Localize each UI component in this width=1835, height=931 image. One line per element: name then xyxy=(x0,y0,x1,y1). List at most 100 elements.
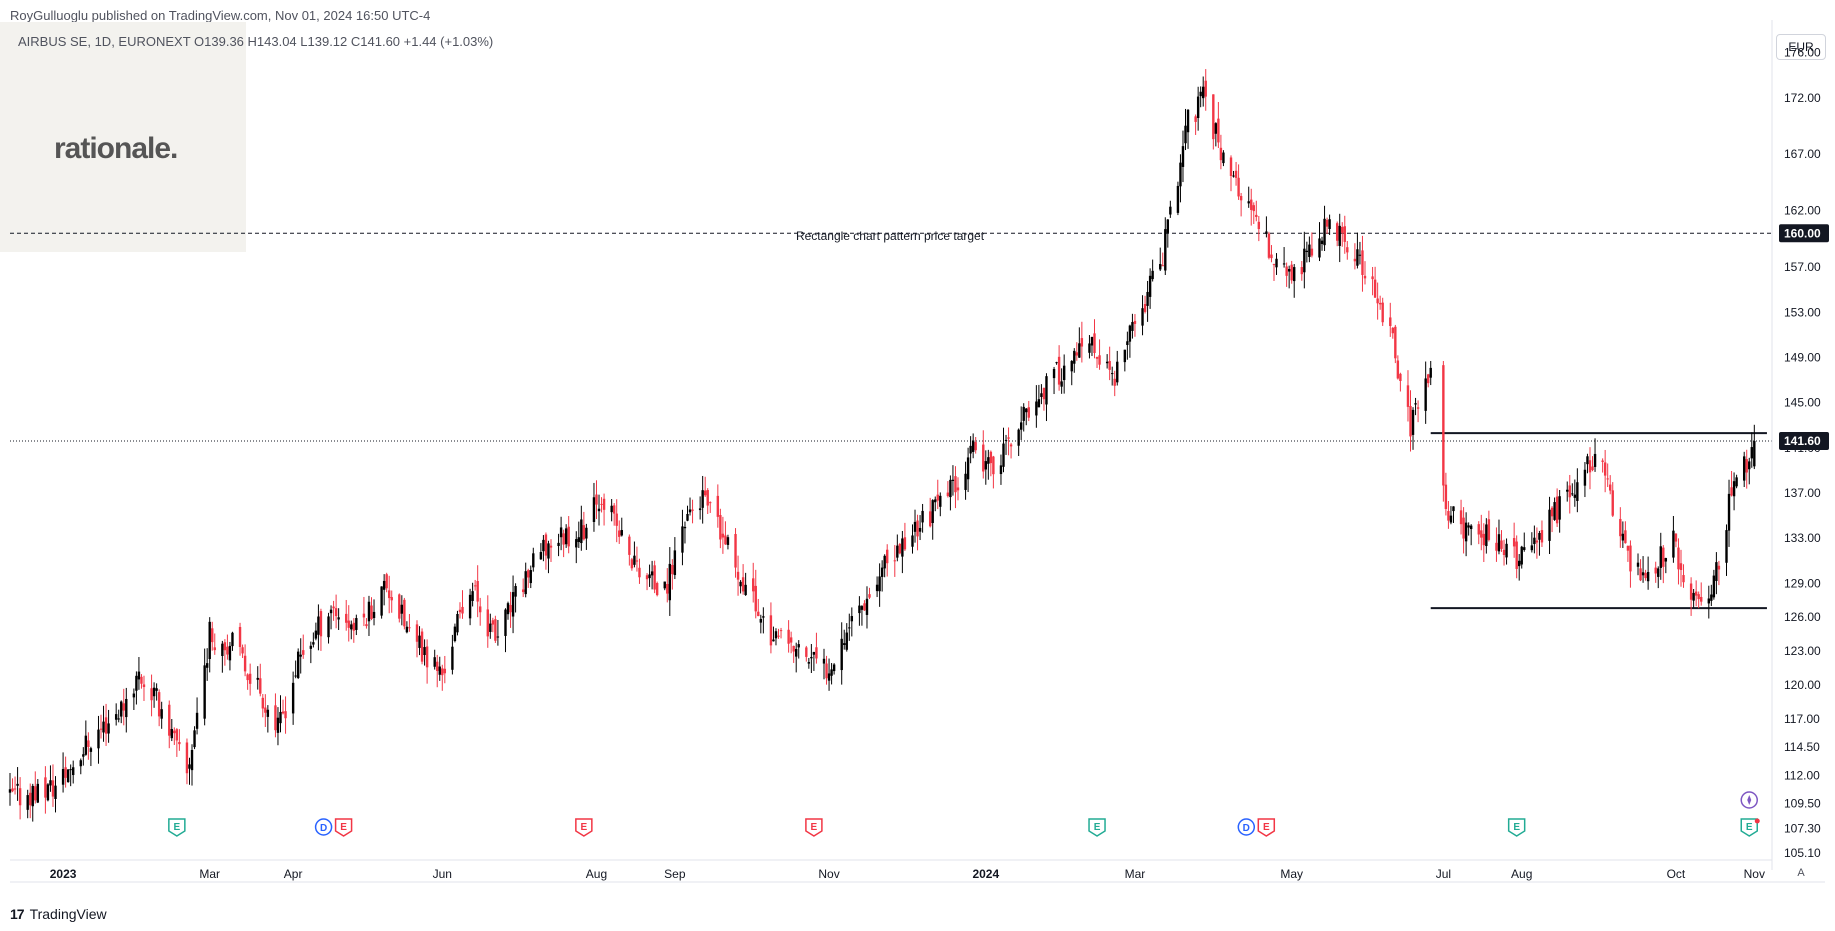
candle-body xyxy=(1234,170,1238,178)
candle-body xyxy=(365,624,368,627)
x-tick-label: 2023 xyxy=(50,867,77,881)
earnings-event-icon[interactable] xyxy=(1507,818,1526,837)
candle-body xyxy=(868,594,871,598)
candle-body xyxy=(931,500,934,524)
candle-body xyxy=(1045,376,1048,405)
candle-body xyxy=(954,476,957,493)
candle-body xyxy=(946,492,950,497)
candle-body xyxy=(1654,567,1657,574)
candle-body xyxy=(231,632,234,647)
candle-body xyxy=(190,749,194,771)
candle-body xyxy=(319,611,323,637)
candle-body xyxy=(256,677,259,680)
candle-body xyxy=(31,785,34,807)
y-tick-label: 109.50 xyxy=(1784,797,1821,811)
candle-body xyxy=(1694,591,1698,596)
candle-body xyxy=(1469,525,1473,530)
candle-body xyxy=(1098,355,1101,365)
candle-body xyxy=(1459,510,1463,525)
candle-body xyxy=(772,639,775,642)
candle-body xyxy=(1019,422,1023,430)
candle-body xyxy=(1148,275,1152,297)
candle-body xyxy=(122,703,125,711)
candle-body xyxy=(135,675,138,691)
candle-body xyxy=(1062,365,1066,381)
candle-body xyxy=(1555,496,1559,524)
candle-body xyxy=(329,609,333,614)
candle-body xyxy=(1042,387,1046,400)
candle-body xyxy=(1477,524,1480,535)
candle-body xyxy=(441,668,444,676)
candle-body xyxy=(1060,381,1063,387)
dividend-event-icon[interactable] xyxy=(314,818,333,836)
candle-body xyxy=(1022,406,1025,421)
candle-body xyxy=(989,451,993,464)
candle-body xyxy=(299,654,302,657)
symbol-info[interactable]: AIRBUS SE, 1D, EURONEXT O139.36 H143.04 … xyxy=(18,34,494,49)
x-tick-label: 2024 xyxy=(972,867,999,881)
candle-body xyxy=(458,609,462,613)
candle-body xyxy=(221,643,224,656)
candle-body xyxy=(1591,466,1594,471)
candle-body xyxy=(102,721,105,733)
candle-body xyxy=(1161,265,1164,267)
candle-body xyxy=(1717,565,1721,570)
candle-body xyxy=(992,456,995,475)
candle-body xyxy=(1609,484,1612,491)
x-tick-label: Sep xyxy=(664,867,686,881)
candle-body xyxy=(1305,250,1309,253)
candle-body xyxy=(1725,530,1728,563)
earnings-event-icon[interactable] xyxy=(334,818,353,837)
sparkle-icon[interactable] xyxy=(1740,791,1758,809)
candle-body xyxy=(173,730,176,734)
candle-body xyxy=(1399,373,1402,381)
candle-body xyxy=(1411,409,1415,435)
earnings-event-icon[interactable] xyxy=(805,818,823,837)
dividend-event-icon[interactable] xyxy=(1237,818,1256,836)
earnings-event-icon[interactable] xyxy=(168,818,186,837)
candle-body xyxy=(532,553,535,568)
earnings-event-icon[interactable] xyxy=(575,818,593,837)
candle-body xyxy=(757,611,760,617)
candle-body xyxy=(1381,302,1384,323)
currency-button[interactable]: EUR xyxy=(1776,34,1826,60)
y-tick-label: 137.00 xyxy=(1784,486,1821,500)
tradingview-brand[interactable]: 17 TradingView xyxy=(10,906,107,922)
candle-body xyxy=(178,742,181,745)
auto-scale-button[interactable]: A xyxy=(1797,867,1805,879)
candle-body xyxy=(337,617,340,620)
candle-body xyxy=(655,583,659,596)
candle-body xyxy=(592,497,596,522)
candle-body xyxy=(524,571,527,595)
candle-body xyxy=(595,494,598,505)
candle-body xyxy=(46,784,50,801)
candle-body xyxy=(1250,199,1253,210)
candle-body xyxy=(1143,303,1147,312)
candle-body xyxy=(332,606,335,609)
candle-body xyxy=(916,520,919,537)
candle-body xyxy=(1353,258,1357,262)
candle-body xyxy=(527,570,530,578)
candle-body xyxy=(11,788,14,792)
candle-body xyxy=(1075,352,1079,356)
candle-body xyxy=(1123,349,1127,363)
earnings-event-icon[interactable] xyxy=(1257,818,1276,837)
candle-body xyxy=(84,735,88,755)
candle-body xyxy=(875,584,879,592)
candle-body xyxy=(1229,157,1233,176)
earnings-event-icon[interactable] xyxy=(1740,818,1758,837)
candle-body xyxy=(1538,533,1541,540)
candle-body xyxy=(1429,367,1432,378)
candle-body xyxy=(630,559,634,569)
candle-body xyxy=(1376,298,1379,304)
candle-body xyxy=(1070,361,1073,372)
candle-body xyxy=(585,527,588,539)
candle-body xyxy=(936,494,939,501)
candle-body xyxy=(1169,206,1172,215)
candle-body xyxy=(843,643,846,645)
earnings-event-icon[interactable] xyxy=(1088,818,1106,837)
candle-body xyxy=(228,645,232,661)
candle-body xyxy=(155,688,158,691)
candle-body xyxy=(1452,506,1455,512)
